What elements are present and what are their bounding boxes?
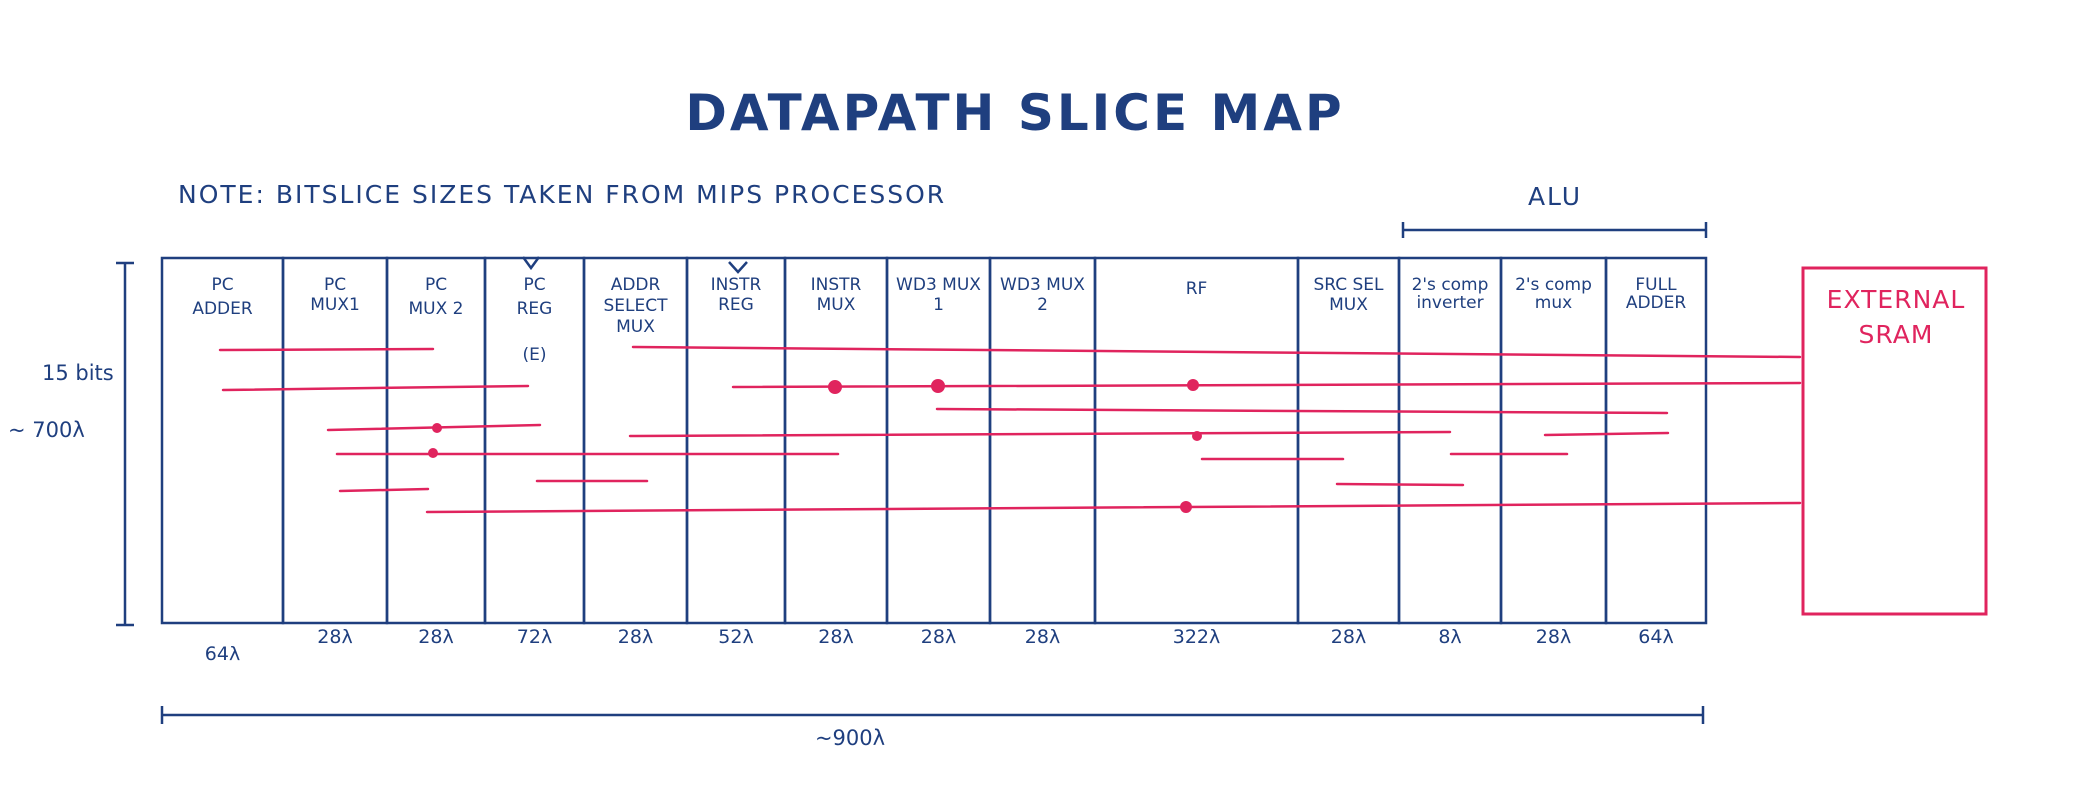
bits-label: 15 bits — [42, 361, 114, 385]
height-bracket: 15 bits ~ 700λ — [8, 261, 134, 627]
slice-label: 2 — [1037, 295, 1048, 315]
slice-label: MUX 2 — [409, 299, 464, 319]
slice-label: WD3 MUX — [1000, 275, 1085, 295]
slice-label: inverter — [1416, 293, 1483, 313]
wire — [221, 384, 530, 392]
slice-label: MUX — [817, 295, 856, 315]
junction-dot — [428, 448, 438, 458]
slice-width-label: 28λ — [1025, 626, 1060, 648]
slice-label: PC — [523, 275, 545, 295]
bitslice-note: NOTE: BITSLICE SIZES TAKEN FROM MIPS PRO… — [178, 180, 946, 209]
datapath-slice: PC MUX 2 28λ — [385, 256, 487, 648]
instr-reg-clock-icon — [728, 261, 748, 274]
junction-dot — [1192, 431, 1202, 441]
slice-width-label: 28λ — [618, 626, 653, 648]
slice-label: MUX — [1329, 295, 1368, 315]
wire — [628, 430, 1452, 438]
slice-width-label: 28λ — [317, 626, 352, 648]
external-sram-label-line1: EXTERNAL — [1827, 285, 1966, 314]
wire — [1335, 482, 1465, 487]
wire — [935, 407, 1669, 415]
slice-width-label: 28λ — [418, 626, 453, 648]
total-width-bracket: ~900λ — [160, 706, 1705, 750]
height-lambda-label: ~ 700λ — [8, 418, 85, 442]
junction-dots — [428, 379, 1202, 513]
slice-width-label: 64λ — [1638, 626, 1673, 648]
external-sram-block: EXTERNAL SRAM — [1801, 266, 1988, 616]
wire — [631, 345, 1802, 359]
slice-label: MUX1 — [310, 295, 360, 315]
slice-label: 2's comp — [1515, 275, 1592, 295]
slice-label: PC — [324, 275, 346, 295]
slice-label: MUX — [616, 317, 655, 337]
wire — [218, 347, 435, 352]
slice-width-label: 52λ — [718, 626, 753, 648]
pc-reg-clock-icon — [521, 256, 541, 271]
slice-width-label: 28λ — [818, 626, 853, 648]
wire — [731, 381, 1802, 389]
total-width-label: ~900λ — [815, 726, 885, 750]
slice-label: 2's comp — [1412, 275, 1489, 295]
slice-label: INSTR — [811, 275, 862, 295]
slice-label: REG — [718, 295, 754, 315]
slice-width-label: 28λ — [1331, 626, 1366, 648]
slice-width-label: 64λ — [205, 643, 240, 665]
junction-dot — [1180, 501, 1192, 513]
wire — [1543, 431, 1670, 437]
junction-dot — [931, 379, 945, 393]
wire — [425, 501, 1802, 514]
datapath-slice: WD3 MUX1 28λ — [885, 256, 992, 648]
slice-box — [1604, 256, 1708, 625]
external-sram-label-line2: SRAM — [1859, 320, 1934, 349]
slice-width-label: 72λ — [517, 626, 552, 648]
slice-label: mux — [1535, 293, 1572, 313]
diagram-title: DATAPATH SLICE MAP — [685, 84, 1344, 142]
slice-label: SELECT — [604, 296, 669, 316]
slice-label: REG — [517, 299, 553, 319]
slice-label: INSTR — [711, 275, 762, 295]
slice-label: WD3 MUX — [896, 275, 981, 295]
slice-label: (E) — [522, 345, 546, 365]
slice-width-label: 28λ — [921, 626, 956, 648]
wire — [338, 487, 430, 493]
datapath-slice: PC REG (E) 72λ — [483, 256, 586, 648]
slice-label: PC — [211, 275, 233, 295]
junction-dot — [1187, 379, 1199, 391]
wires — [218, 345, 1802, 514]
slice-width-label: 28λ — [1536, 626, 1571, 648]
alu-label: ALU — [1528, 182, 1582, 211]
datapath-slice: PC ADDER 64λ — [160, 256, 285, 665]
junction-dot — [432, 423, 442, 433]
slice-label: FULL — [1635, 275, 1677, 295]
datapath-slice: RF 322λ — [1093, 256, 1300, 648]
alu-bracket: ALU — [1401, 182, 1708, 238]
slice-label: PC — [425, 275, 447, 295]
slice-label: ADDER — [1626, 293, 1687, 313]
slice-width-label: 322λ — [1173, 626, 1221, 648]
slice-label: ADDR — [611, 275, 661, 295]
slice-label: 1 — [933, 295, 944, 315]
slice-width-label: 8λ — [1438, 626, 1461, 648]
junction-dot — [828, 380, 842, 394]
slice-label: SRC SEL — [1313, 275, 1384, 295]
slice-label: ADDER — [192, 299, 253, 319]
slice-label: RF — [1186, 279, 1208, 299]
